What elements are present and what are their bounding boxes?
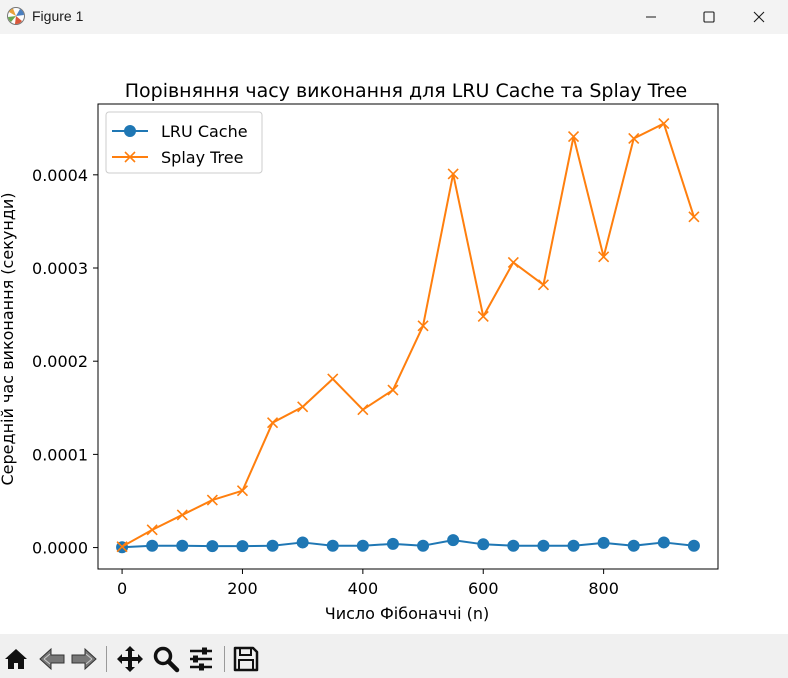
x-tick-label: 600 — [468, 579, 499, 598]
lru-cache-point — [537, 539, 550, 552]
y-axis-label: Середній час виконання (секунди) — [0, 193, 17, 486]
splay-tree-point — [266, 417, 279, 429]
x-tick-label: 400 — [348, 579, 379, 598]
lru-cache-point — [477, 538, 490, 551]
lru-cache-point — [567, 539, 580, 552]
splay-tree-point — [417, 320, 429, 332]
splay-tree-point — [688, 211, 700, 223]
chart-title: Порівняння часу виконання для LRU Cache … — [125, 80, 688, 102]
splay-tree-point — [327, 373, 339, 385]
y-tick-label: 0.0002 — [32, 352, 88, 371]
splay-tree-point — [297, 401, 309, 413]
back-arrow-icon — [39, 647, 65, 671]
x-tick-label: 800 — [588, 579, 619, 598]
toolbar-separator — [224, 646, 225, 672]
forward-button[interactable] — [69, 644, 99, 674]
window-title: Figure 1 — [32, 8, 84, 24]
chart-svg: Порівняння часу виконання для LRU Cache … — [0, 80, 719, 623]
close-icon — [753, 11, 765, 23]
x-tick-label: 0 — [117, 579, 127, 598]
lru-cache-point — [417, 539, 430, 552]
close-button[interactable] — [730, 0, 788, 34]
figure-canvas[interactable]: Порівняння часу виконання для LRU Cache … — [0, 34, 788, 634]
pan-button[interactable] — [115, 644, 145, 674]
splay-tree-point — [447, 168, 459, 180]
splay-tree-point — [176, 509, 188, 521]
legend: LRU Cache Splay Tree — [105, 111, 263, 174]
legend-marker-splay-tree — [124, 151, 136, 163]
pan-icon — [117, 646, 143, 672]
lru-cache-point — [176, 539, 189, 552]
legend-label-lru-cache: LRU Cache — [161, 122, 248, 141]
splay-tree-point — [206, 494, 218, 506]
legend-marker-lru-cache — [124, 125, 136, 137]
splay-tree-line — [121, 122, 695, 548]
minimize-icon — [646, 16, 656, 18]
save-icon — [233, 646, 259, 672]
y-tick-label: 0.0001 — [32, 445, 88, 464]
lru-cache-point — [326, 539, 339, 552]
navigation-toolbar — [0, 634, 788, 678]
splay-tree-point — [236, 485, 249, 497]
lru-cache-point — [657, 536, 670, 549]
lru-cache-point — [266, 539, 279, 552]
y-tick-label: 0.0004 — [32, 166, 88, 185]
splay-tree-point — [507, 256, 519, 268]
lru-cache-point — [386, 537, 399, 550]
zoom-icon — [153, 646, 180, 673]
y-tick-label: 0.0003 — [32, 259, 88, 278]
forward-arrow-icon — [71, 647, 97, 671]
matplotlib-icon — [7, 7, 25, 25]
y-tick-label: 0.0000 — [32, 539, 88, 558]
home-icon — [5, 649, 27, 669]
lru-cache-point — [356, 539, 369, 552]
toolbar-separator — [106, 646, 107, 672]
plot-frame — [97, 103, 719, 570]
save-button[interactable] — [231, 644, 261, 674]
home-button[interactable] — [1, 644, 31, 674]
x-tick-label: 200 — [227, 579, 258, 598]
splay-tree-point — [537, 279, 550, 291]
splay-tree-point — [357, 404, 369, 416]
lru-cache-point — [206, 540, 219, 553]
x-axis-label: Число Фібоначчі (n) — [325, 604, 489, 623]
lru-cache-point — [236, 540, 249, 553]
splay-tree-point — [658, 118, 670, 130]
splay-tree-point — [628, 132, 640, 145]
lru-cache-point — [146, 539, 159, 552]
maximize-icon — [703, 11, 715, 23]
lru-cache-point — [627, 539, 640, 552]
lru-cache-point — [507, 539, 520, 552]
legend-label-splay-tree: Splay Tree — [161, 148, 243, 167]
lru-cache-point — [687, 539, 700, 552]
splay-tree-point — [146, 524, 158, 536]
lru-cache-point — [597, 536, 610, 549]
splay-tree-point — [387, 384, 399, 396]
splay-tree-point — [567, 131, 580, 143]
lru-cache-point — [296, 536, 309, 549]
window-titlebar: Figure 1 — [0, 0, 788, 34]
splay-tree-point — [477, 310, 489, 323]
back-button[interactable] — [37, 644, 67, 674]
minimize-button[interactable] — [622, 0, 680, 34]
maximize-button[interactable] — [680, 0, 738, 34]
splay-tree-point — [598, 251, 610, 263]
configure-subplots-icon — [190, 647, 212, 671]
configure-subplots-button[interactable] — [186, 644, 216, 674]
lru-cache-point — [447, 534, 460, 547]
splay-tree-point — [116, 541, 128, 553]
zoom-button[interactable] — [151, 644, 181, 674]
